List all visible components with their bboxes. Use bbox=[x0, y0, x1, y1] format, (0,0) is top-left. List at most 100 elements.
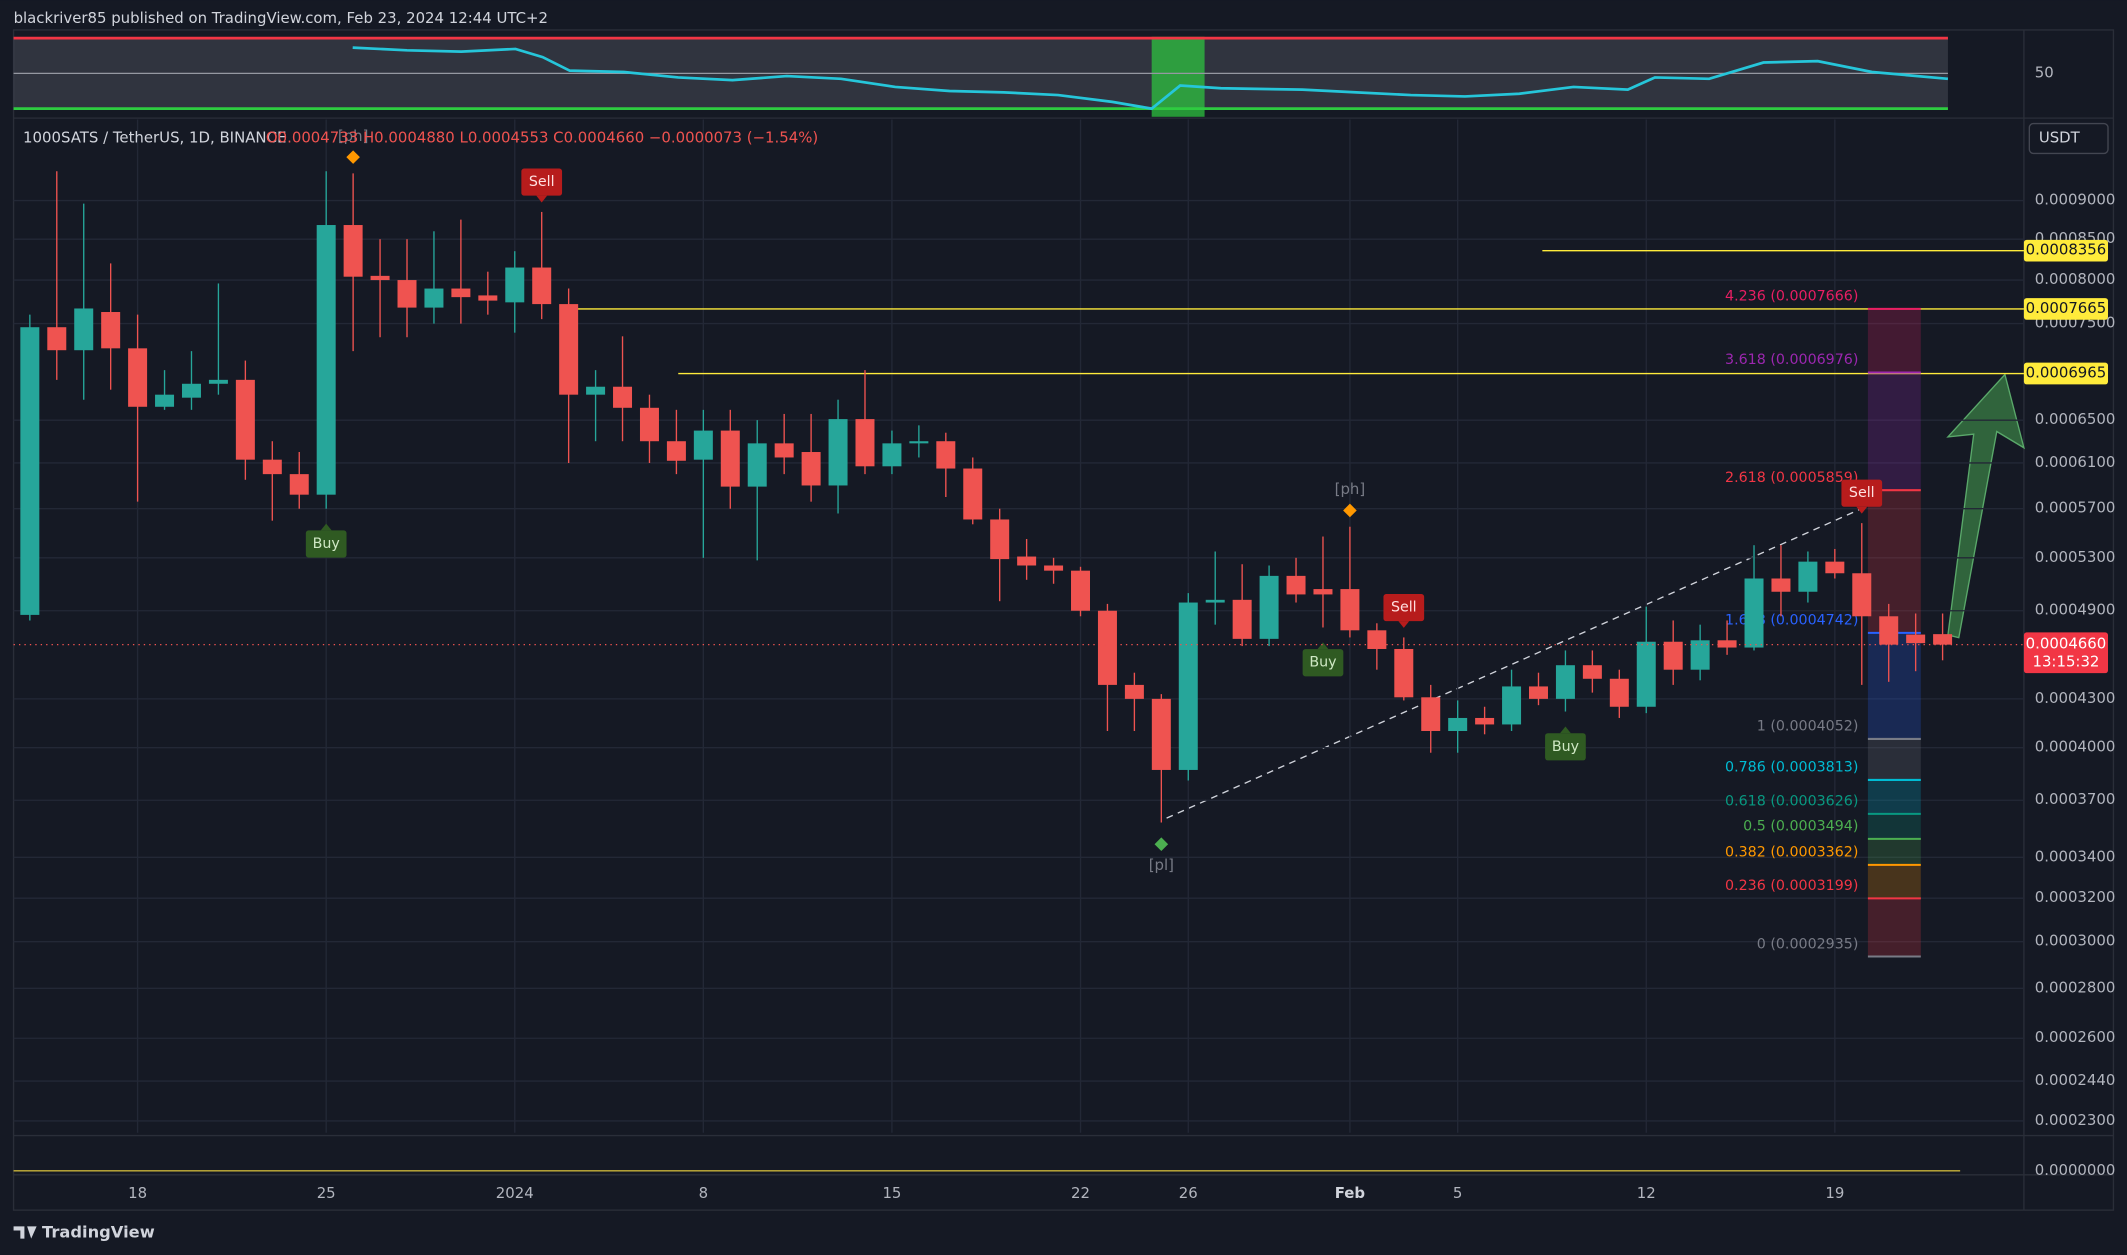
y-tick-label: 0.0003200 bbox=[2035, 888, 2116, 906]
volume-axis-label: 0.0000000 bbox=[2035, 1161, 2116, 1179]
fib-label: 0.5 (0.0003494) bbox=[1743, 819, 1858, 835]
y-tick-label: 0.0005300 bbox=[2035, 548, 2116, 566]
candle-body bbox=[1852, 573, 1872, 617]
candle-body bbox=[101, 312, 121, 349]
y-tick-label: 0.0002440 bbox=[2035, 1071, 2116, 1089]
signal-box bbox=[521, 168, 563, 196]
y-tick-label: 0.0005700 bbox=[2035, 499, 2116, 517]
signal-pointer bbox=[1856, 506, 1868, 514]
currency-button[interactable] bbox=[2028, 122, 2109, 155]
currency[interactable]: USDT bbox=[2039, 128, 2081, 146]
y-tick-label: 0.0003400 bbox=[2035, 847, 2116, 865]
candle-body bbox=[208, 379, 228, 384]
level-label: 0.0006965 bbox=[2026, 364, 2107, 382]
candle-body bbox=[1933, 634, 1953, 645]
rsi-tick-label: 50 bbox=[2035, 63, 2054, 81]
candle-body bbox=[1448, 717, 1468, 731]
fib-label: 0.382 (0.0003362) bbox=[1725, 845, 1858, 861]
x-tick-label: 18 bbox=[128, 1184, 147, 1202]
signal-pointer bbox=[1398, 621, 1410, 628]
signal-box bbox=[1302, 649, 1344, 677]
fib-band bbox=[1867, 738, 1921, 780]
signal-box bbox=[305, 530, 347, 558]
signal-pointer bbox=[1317, 642, 1329, 650]
fib-label: 0 (0.0002935) bbox=[1757, 936, 1859, 952]
x-tick-label: 19 bbox=[1825, 1184, 1844, 1202]
fib-label: 0.618 (0.0003626) bbox=[1725, 794, 1858, 810]
candle-body bbox=[1124, 684, 1144, 699]
level-box bbox=[2023, 239, 2109, 262]
signal-label: Sell bbox=[529, 174, 555, 190]
candle-body bbox=[1906, 634, 1926, 644]
x-tick-label: 12 bbox=[1637, 1184, 1656, 1202]
candle-body bbox=[1528, 686, 1548, 699]
candle-body bbox=[720, 430, 740, 487]
x-tick-label: 22 bbox=[1071, 1184, 1090, 1202]
candle-body bbox=[370, 275, 390, 281]
frame bbox=[12, 29, 2115, 1211]
x-tick-label: 2024 bbox=[496, 1184, 534, 1202]
candle-body bbox=[478, 295, 498, 301]
candle-body bbox=[289, 474, 309, 495]
brand-logo bbox=[13, 1226, 37, 1239]
x-tick-label: 15 bbox=[882, 1184, 901, 1202]
y-tick-label: 0.0004900 bbox=[2035, 601, 2116, 619]
pivot-label: [pl] bbox=[1149, 856, 1174, 874]
candle-body bbox=[559, 304, 579, 395]
y-tick-label: 0.0002600 bbox=[2035, 1028, 2116, 1046]
candle-body bbox=[586, 386, 606, 395]
level-label: 0.0007665 bbox=[2026, 299, 2107, 317]
plot-layer: 0.00090000.00085000.00080000.00075000.00… bbox=[13, 119, 2116, 1202]
candle-body bbox=[1717, 640, 1737, 648]
fib-band bbox=[1867, 632, 1921, 739]
candle-body bbox=[747, 443, 767, 487]
candle-body bbox=[936, 441, 956, 469]
signal-label: Sell bbox=[1849, 485, 1875, 501]
candle-body bbox=[1555, 665, 1575, 699]
published-note: blackriver85 published on TradingView.co… bbox=[14, 9, 548, 27]
fib-label: 2.618 (0.0005859) bbox=[1725, 470, 1858, 486]
signal-label: Sell bbox=[1391, 600, 1417, 616]
candle-body bbox=[343, 225, 363, 277]
fib-label: 0.786 (0.0003813) bbox=[1725, 760, 1858, 776]
candle-body bbox=[1663, 641, 1683, 670]
arrow bbox=[1946, 373, 2025, 639]
candle-body bbox=[155, 394, 175, 407]
candle-body bbox=[20, 327, 40, 615]
level-box bbox=[2023, 298, 2109, 320]
signal-label: Buy bbox=[1309, 655, 1336, 671]
fib-band bbox=[1867, 779, 1921, 814]
candle-body bbox=[424, 288, 444, 308]
signal-box bbox=[1383, 594, 1425, 622]
candle-body bbox=[505, 267, 525, 303]
signal-box bbox=[1545, 733, 1586, 761]
candle-body bbox=[1044, 565, 1064, 571]
candle-body bbox=[74, 308, 94, 351]
rsi-highlight bbox=[1151, 36, 1205, 117]
candle-body bbox=[1151, 698, 1171, 770]
candle-body bbox=[1313, 589, 1333, 595]
candle-body bbox=[1017, 556, 1037, 566]
trend-line bbox=[1166, 508, 1862, 819]
candle-body bbox=[1421, 697, 1441, 731]
fib-label: 0.236 (0.0003199) bbox=[1725, 878, 1858, 894]
candle-body bbox=[397, 280, 417, 308]
last-price-box bbox=[2023, 632, 2109, 674]
signal-box bbox=[1841, 479, 1883, 507]
fib-band bbox=[1867, 813, 1921, 839]
y-tick-label: 0.0009000 bbox=[2035, 191, 2116, 209]
x-tick-label: Feb bbox=[1335, 1184, 1365, 1202]
y-tick-label: 0.0004300 bbox=[2035, 689, 2116, 707]
last-price-label: 0.0004660 bbox=[2026, 635, 2107, 653]
pivot-marker bbox=[346, 150, 360, 164]
candle-body bbox=[1259, 575, 1279, 639]
pivot-label: [ph] bbox=[338, 127, 369, 145]
candle-body bbox=[801, 452, 821, 486]
candle-body bbox=[1367, 630, 1387, 649]
candle-body bbox=[855, 419, 875, 467]
candle-body bbox=[47, 327, 67, 351]
y-tick-label: 0.0006100 bbox=[2035, 453, 2116, 471]
candle-body bbox=[532, 267, 552, 305]
level-box bbox=[2023, 362, 2109, 385]
